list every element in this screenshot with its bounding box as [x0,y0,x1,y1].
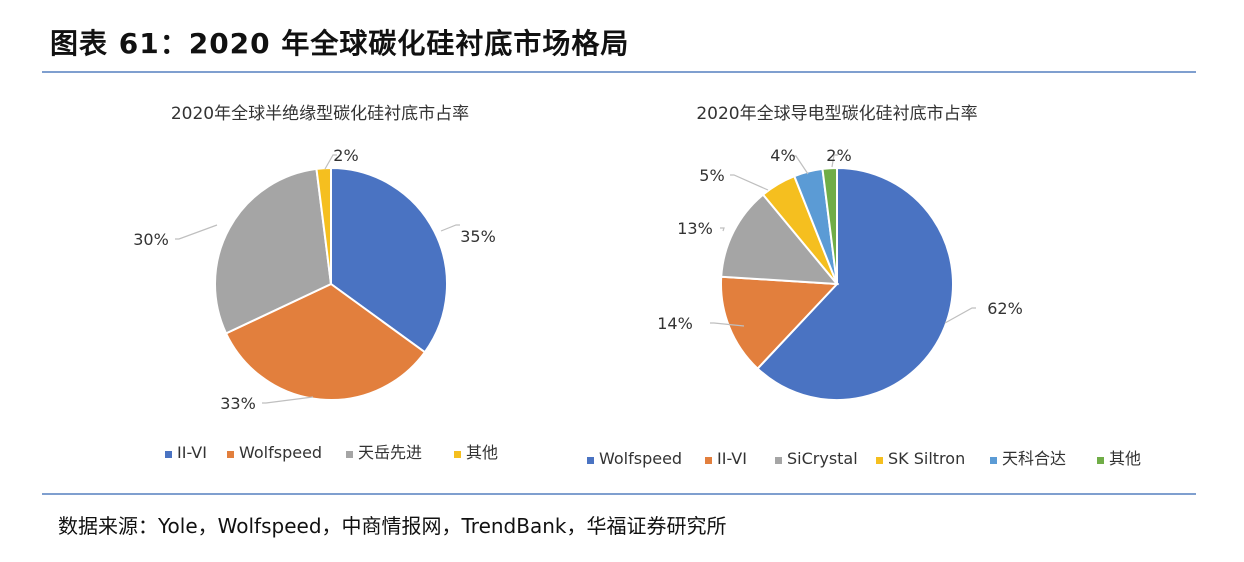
leader-line [440,224,460,232]
legend-swatch [876,457,883,464]
legend-label: 天科合达 [1002,449,1066,468]
legend-swatch [346,451,353,458]
leader-line [262,396,314,404]
data-label: 33% [220,394,256,413]
legend-label: II-VI [717,449,747,468]
legend-label: 其他 [1109,449,1141,468]
pie-slice [224,282,427,401]
legend-label: Wolfspeed [239,443,322,462]
data-label: 4% [770,146,795,165]
legend-semi-insulating: II-VI Wolfspeed 天岳先进 其他 [165,443,498,462]
leader-line [730,174,769,191]
data-label: 35% [460,227,496,246]
legend-label: SiCrystal [787,449,858,468]
pie-slice [756,166,954,401]
chart-title-semi-insulating: 2020年全球半绝缘型碳化硅衬底市占率 [171,104,469,124]
legend-label: 其他 [466,443,498,462]
data-label: 2% [333,146,358,165]
legend-swatch [454,451,461,458]
legend-swatch [587,457,594,464]
data-label: 30% [133,230,169,249]
pie-semi-insulating: 35% 33% 30% 2% [133,146,496,413]
pie-slice [720,193,840,286]
legend-swatch [705,457,712,464]
legend-label: II-VI [177,443,207,462]
legend-swatch [227,451,234,458]
figure-title: 图表 61：2020 年全球碳化硅衬底市场格局 [50,27,630,60]
pie-conductive: 62% 14% 13% 5% 4% 2% [657,146,1023,401]
pie-slice [315,166,332,285]
data-label: 5% [699,166,724,185]
leader-line [175,224,218,240]
pie-slice [720,275,840,370]
legend-label: SK Siltron [888,449,965,468]
leader-line [324,154,337,170]
data-label: 13% [677,219,713,238]
legend-conductive: Wolfspeed II-VI SiCrystal SK Siltron 天科合达 其他 [587,449,1141,468]
top-divider [42,71,1196,73]
legend-swatch [165,451,172,458]
leader-line [944,307,976,324]
pie-slice [821,166,838,285]
bottom-divider [42,493,1196,495]
legend-swatch [990,457,997,464]
pie-slice [330,166,448,354]
leader-line [792,155,809,175]
legend-swatch [775,457,782,464]
legend-label: 天岳先进 [358,443,422,462]
data-label: 14% [657,314,693,333]
chart-title-conductive: 2020年全球导电型碳化硅衬底市占率 [696,104,977,124]
leader-line [720,227,725,232]
source-note: 数据来源：Yole，Wolfspeed，中商情报网，TrendBank，华福证券… [58,514,727,538]
leader-line [831,154,838,168]
pie-slice [214,167,333,335]
legend-label: Wolfspeed [599,449,682,468]
data-label: 2% [826,146,851,165]
data-label: 62% [987,299,1023,318]
leader-line [710,322,745,327]
legend-swatch [1097,457,1104,464]
